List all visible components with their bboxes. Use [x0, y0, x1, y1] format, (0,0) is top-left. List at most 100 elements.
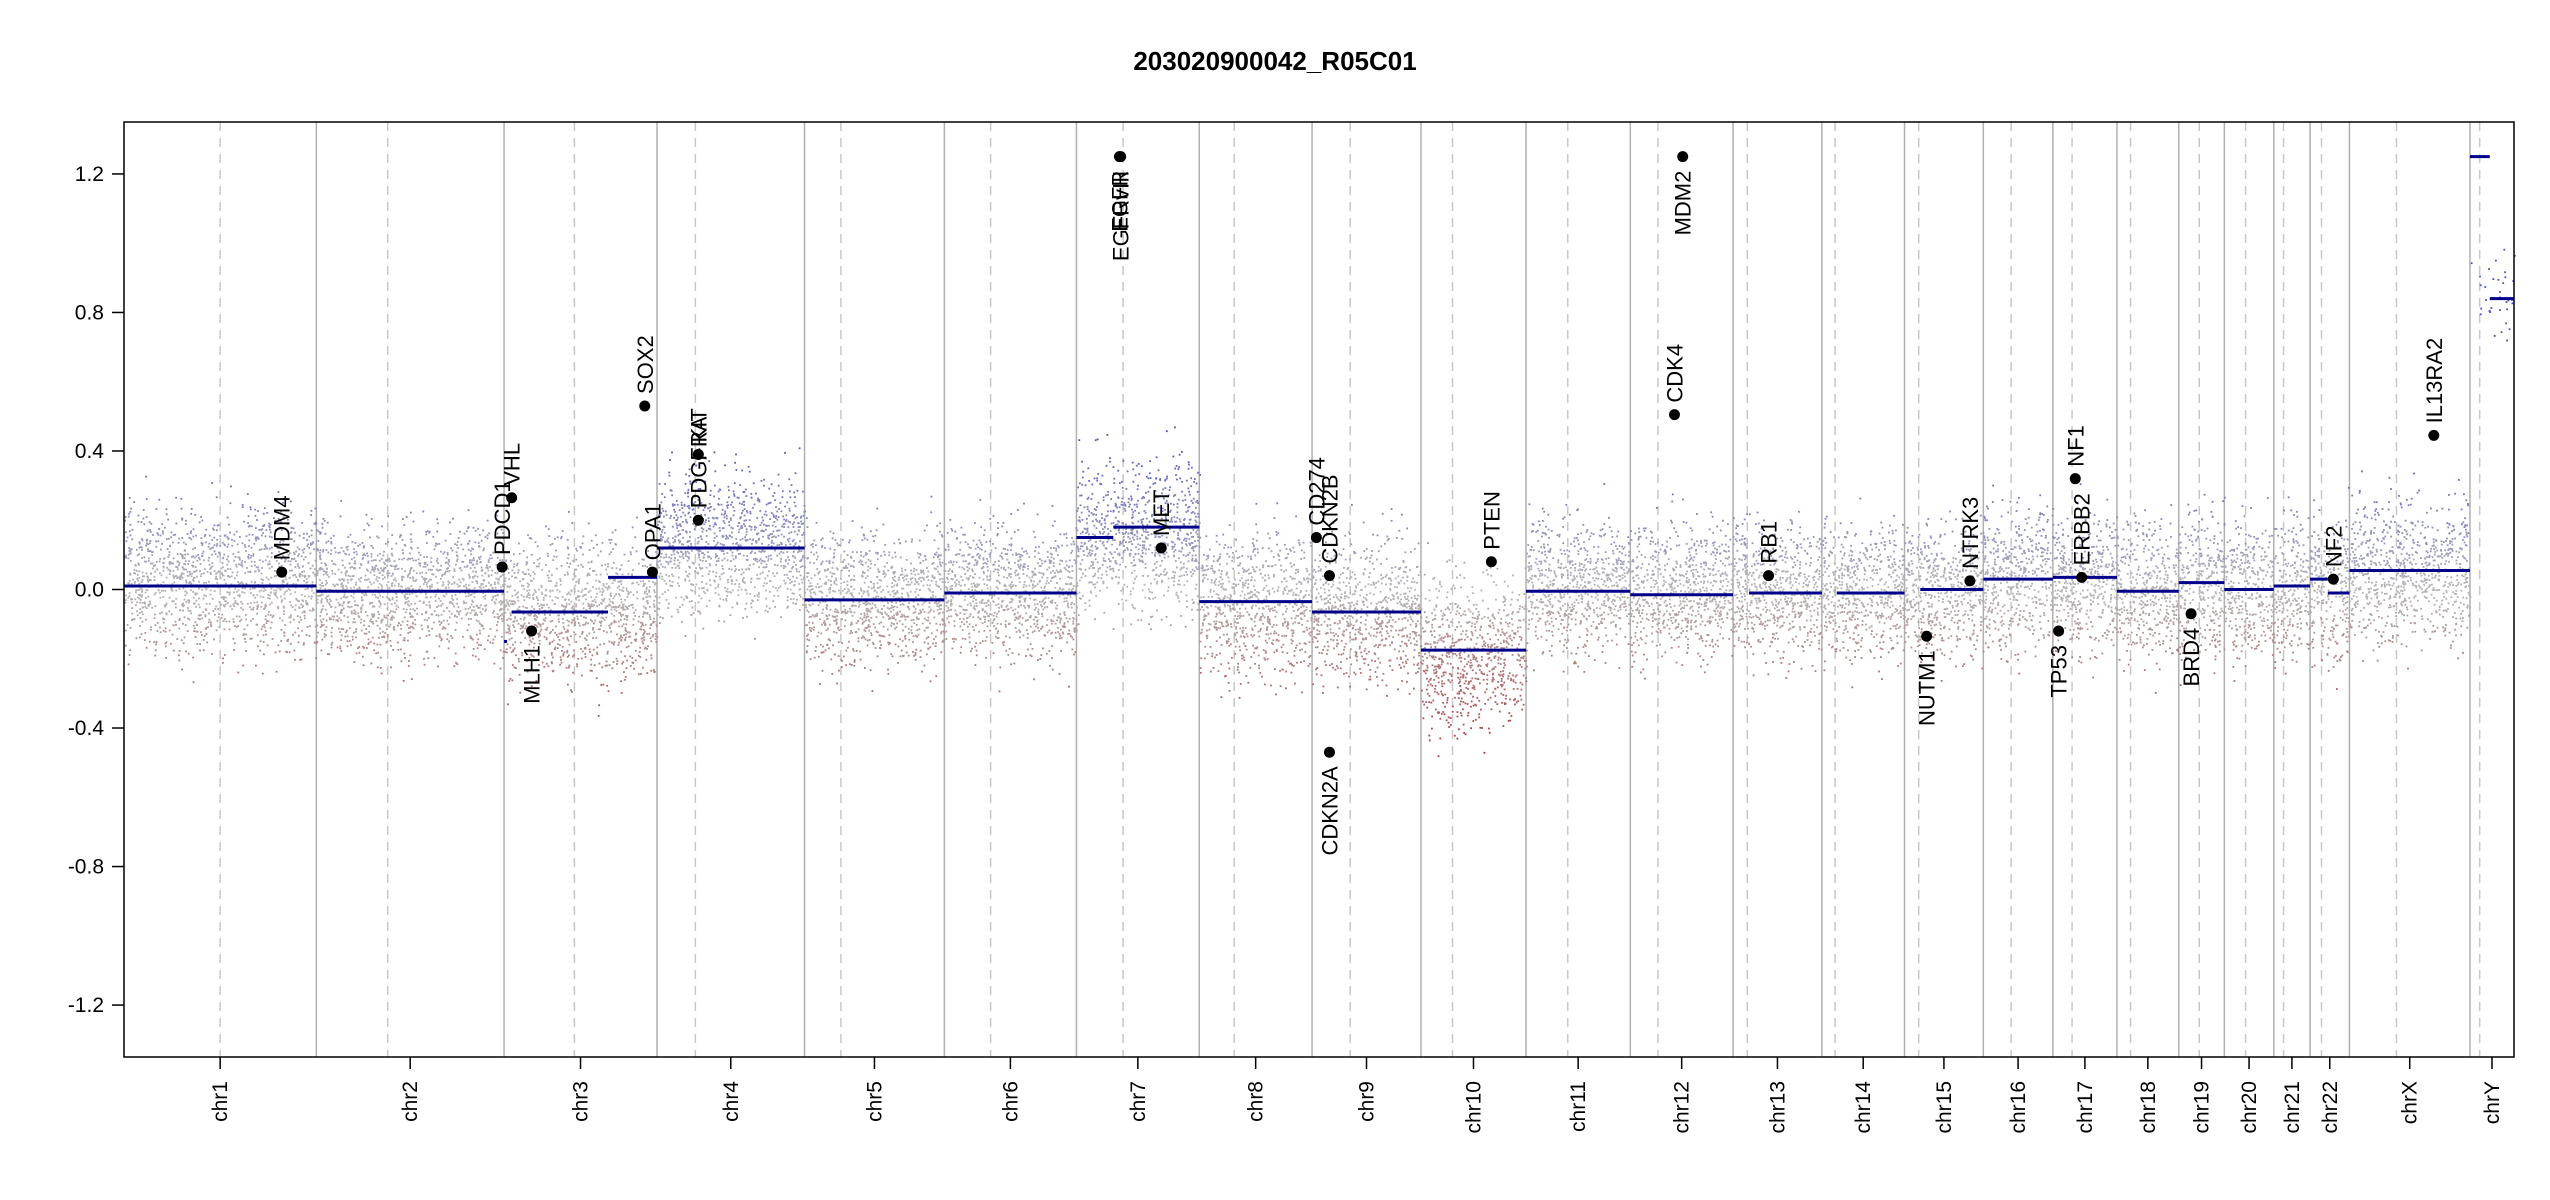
- probe-point: [595, 596, 598, 599]
- probe-point: [480, 561, 482, 563]
- probe-point: [550, 652, 553, 654]
- probe-point: [789, 521, 791, 524]
- probe-point: [558, 590, 561, 593]
- probe-point: [331, 627, 333, 629]
- probe-point: [560, 632, 563, 635]
- probe-point: [685, 531, 688, 534]
- probe-point: [348, 627, 351, 630]
- probe-point: [551, 662, 553, 665]
- probe-point: [395, 608, 398, 611]
- probe-point: [678, 561, 681, 564]
- probe-point: [436, 543, 439, 545]
- probe-point: [161, 611, 163, 614]
- probe-point: [660, 555, 662, 558]
- probe-point: [654, 638, 657, 641]
- probe-point: [139, 599, 142, 601]
- probe-point: [195, 569, 198, 572]
- probe-point: [469, 567, 472, 569]
- probe-point: [744, 608, 747, 610]
- probe-point: [282, 501, 284, 504]
- probe-point: [441, 638, 443, 640]
- probe-point: [203, 581, 205, 584]
- probe-point: [820, 538, 822, 541]
- probe-point: [582, 565, 584, 568]
- probe-point: [220, 616, 223, 619]
- probe-point: [781, 525, 783, 528]
- probe-point: [294, 591, 297, 594]
- probe-point: [620, 564, 623, 567]
- probe-point: [793, 514, 795, 516]
- probe-point: [501, 559, 504, 561]
- probe-point: [462, 600, 465, 603]
- probe-point: [634, 536, 637, 539]
- probe-point: [715, 555, 718, 557]
- probe-point: [238, 582, 241, 585]
- probe-point: [677, 516, 679, 519]
- probe-point: [622, 608, 624, 611]
- probe-point: [513, 600, 516, 603]
- probe-point: [515, 576, 518, 579]
- probe-point: [671, 494, 673, 497]
- probe-point: [572, 608, 575, 610]
- probe-point: [750, 493, 753, 495]
- probe-point: [714, 587, 717, 590]
- probe-point: [143, 601, 146, 604]
- probe-point: [149, 531, 152, 533]
- probe-point: [537, 602, 539, 605]
- probe-point: [268, 560, 271, 563]
- probe-point: [314, 568, 316, 571]
- probe-point: [282, 516, 285, 519]
- probe-point: [789, 582, 792, 584]
- probe-point: [746, 539, 749, 541]
- probe-point: [630, 553, 632, 556]
- probe-point: [240, 562, 243, 564]
- probe-point: [520, 594, 523, 597]
- probe-point: [567, 557, 569, 560]
- probe-point: [395, 604, 398, 607]
- probe-point: [333, 585, 336, 588]
- probe-point: [530, 641, 533, 643]
- probe-point: [138, 541, 141, 544]
- probe-point: [181, 517, 184, 520]
- probe-point: [357, 615, 360, 617]
- probe-point: [687, 495, 689, 498]
- probe-point: [368, 625, 370, 627]
- probe-point: [940, 534, 943, 536]
- probe-point: [412, 621, 414, 624]
- probe-point: [400, 534, 402, 537]
- probe-point: [472, 563, 475, 566]
- probe-point: [282, 579, 285, 582]
- probe-point: [564, 608, 566, 611]
- probe-point: [590, 539, 593, 542]
- probe-point: [711, 516, 714, 519]
- probe-point: [281, 619, 284, 622]
- probe-point: [241, 581, 243, 584]
- probe-point: [573, 617, 576, 619]
- probe-point: [264, 603, 267, 606]
- probe-point: [430, 578, 433, 581]
- probe-point: [756, 594, 759, 597]
- probe-point: [735, 579, 738, 582]
- probe-point: [898, 538, 900, 541]
- probe-point: [409, 631, 412, 633]
- probe-point: [736, 549, 739, 552]
- probe-point: [798, 550, 801, 553]
- probe-point: [739, 552, 741, 555]
- probe-point: [791, 540, 794, 543]
- probe-point: [436, 606, 438, 608]
- probe-point: [380, 621, 383, 624]
- probe-point: [478, 586, 481, 588]
- probe-point: [388, 625, 391, 628]
- probe-point: [554, 537, 556, 540]
- probe-point: [350, 644, 352, 647]
- probe-point: [742, 554, 745, 557]
- probe-point: [648, 632, 651, 635]
- probe-point: [762, 566, 765, 569]
- probe-point: [335, 598, 338, 601]
- probe-point: [713, 451, 716, 454]
- probe-point: [195, 555, 198, 558]
- probe-point: [792, 550, 795, 553]
- probe-point: [624, 605, 627, 608]
- probe-point: [570, 590, 573, 593]
- probe-point: [409, 616, 412, 618]
